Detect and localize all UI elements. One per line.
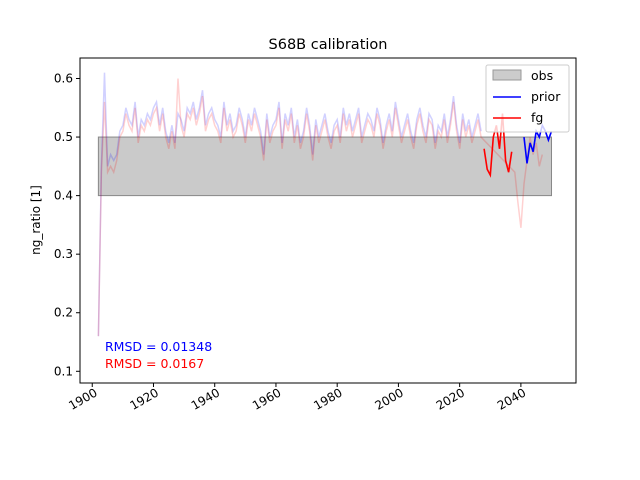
series-prior-faint-line [97, 72, 482, 337]
plot-area [79, 57, 577, 384]
y-tick-label: 0.2 [54, 306, 73, 320]
y-tick-label: 0.6 [54, 71, 73, 85]
legend-label-fg: fg [531, 110, 543, 125]
series-prior-line [523, 123, 553, 164]
y-axis: 0.1 0.2 0.3 0.4 0.5 0.6 [54, 71, 80, 378]
rmsd-prior-annotation: RMSD = 0.01348 [105, 339, 212, 354]
y-tick-label: 0.3 [54, 247, 73, 261]
legend: obs prior fg [485, 64, 570, 133]
rmsd-fg-annotation: RMSD = 0.0167 [105, 356, 204, 371]
y-tick-label: 0.4 [54, 189, 73, 203]
chart-title: S68B calibration [269, 37, 388, 53]
legend-label-prior: prior [531, 89, 561, 104]
series-fg-faint-line [97, 78, 544, 337]
obs-band [97, 136, 553, 197]
legend-swatch-obs [492, 69, 522, 81]
y-axis-label: ng_ratio [1] [29, 185, 43, 255]
y-tick-label: 0.1 [54, 364, 73, 378]
y-tick-label: 0.5 [54, 130, 73, 144]
axes-frame [79, 57, 577, 384]
series-fg-line [483, 113, 513, 178]
legend-box [485, 64, 570, 133]
series-layer [97, 72, 553, 337]
legend-label-obs: obs [531, 68, 553, 83]
